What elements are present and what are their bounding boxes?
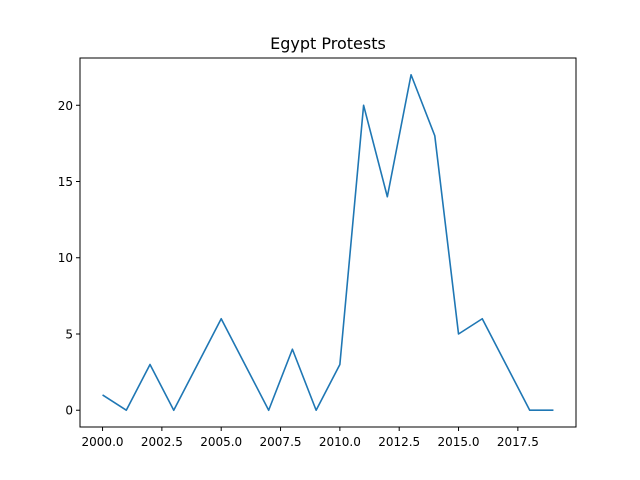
y-tick-label: 20 [58, 99, 73, 113]
data-point [363, 104, 365, 106]
chart-title: Egypt Protests [270, 34, 386, 53]
data-point [173, 409, 175, 411]
data-point [434, 135, 436, 137]
x-tick-label: 2012.5 [378, 435, 420, 449]
data-point [102, 394, 104, 396]
plot-area: 2000.0 2002.5 2005.0 2007.5 2010.0 2012.5 2015… [58, 73, 555, 449]
x-tick-label: 2017.5 [497, 435, 539, 449]
x-tick-label: 2015.0 [438, 435, 480, 449]
x-tick-label: 2000.0 [82, 435, 124, 449]
y-tick-label: 0 [65, 404, 73, 418]
data-point [529, 409, 531, 411]
data-point [197, 364, 199, 366]
data-point [315, 409, 317, 411]
data-point [244, 364, 246, 366]
data-point [387, 196, 389, 198]
data-point [292, 348, 294, 350]
axes-frame [79, 57, 577, 428]
data-point [505, 364, 507, 366]
data-point [553, 409, 555, 411]
x-tick-label: 2007.5 [260, 435, 302, 449]
data-point [410, 74, 412, 76]
data-point [268, 409, 270, 411]
data-point [220, 318, 222, 320]
series-line [102, 73, 554, 412]
x-tick-label: 2005.0 [200, 435, 242, 449]
data-point [125, 409, 127, 411]
y-tick-label: 10 [58, 251, 73, 265]
data-point [339, 364, 341, 366]
x-tick-label: 2010.0 [319, 435, 361, 449]
y-tick-label: 15 [58, 175, 73, 189]
data-point [149, 364, 151, 366]
y-tick-label: 5 [65, 327, 73, 341]
data-point [458, 333, 460, 335]
x-tick-label: 2002.5 [141, 435, 183, 449]
data-point [481, 318, 483, 320]
